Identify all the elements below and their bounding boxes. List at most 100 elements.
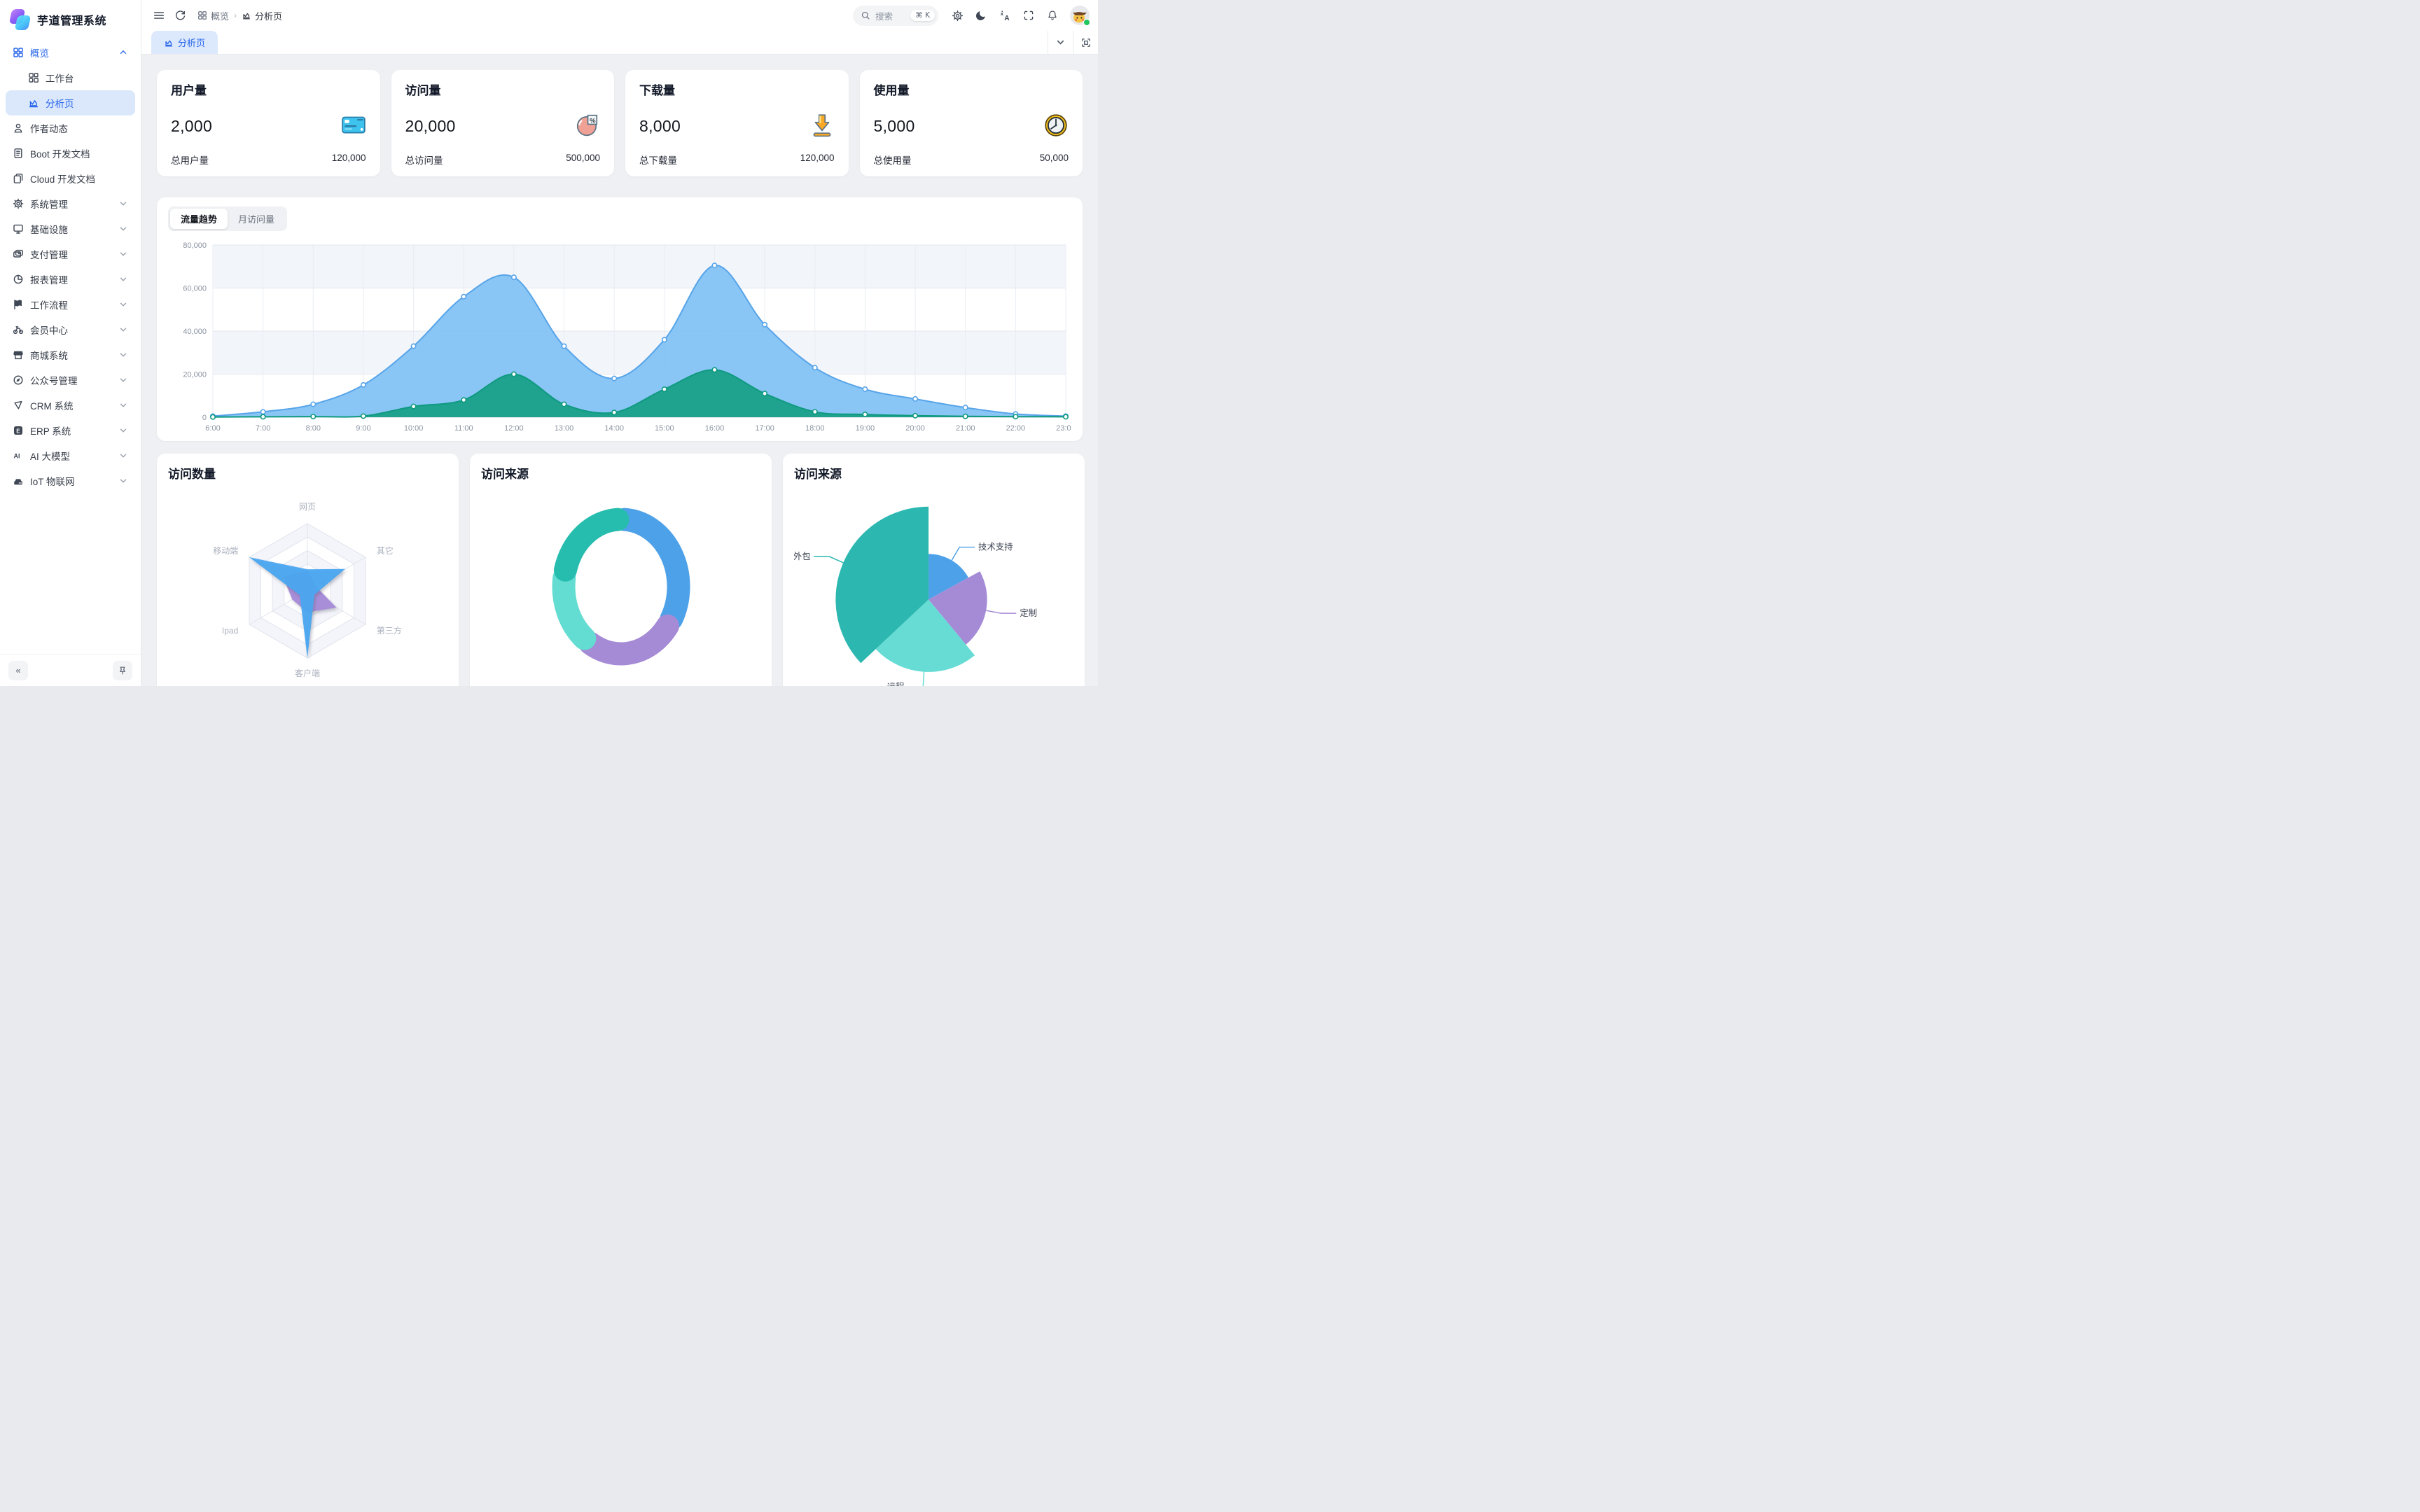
svg-text:20,000: 20,000 — [183, 371, 207, 379]
stat-footer-value: 120,000 — [331, 153, 366, 163]
pie-slice-label: 定制 — [1020, 608, 1037, 618]
documents-icon — [13, 174, 23, 183]
download-icon — [813, 114, 830, 137]
stat-title: 下载量 — [639, 84, 675, 97]
sidebar-item-boot-docs[interactable]: Boot 开发文档 — [6, 141, 135, 166]
svg-text:21:00: 21:00 — [956, 424, 975, 433]
svg-text:12:00: 12:00 — [504, 424, 524, 433]
dashboard-grid-icon — [198, 11, 207, 20]
chevron-down-icon — [120, 202, 127, 206]
stat-footer-label: 总用户量 — [171, 155, 209, 166]
stat-footer: 总访问量 500,000 — [405, 153, 601, 167]
gear-icon — [13, 198, 24, 209]
svg-text:E: E — [16, 427, 20, 434]
tab-list-dropdown-button[interactable] — [1048, 31, 1073, 54]
svg-text:22:00: 22:00 — [1006, 424, 1026, 433]
search-shortcut-badge: ⌘ K — [910, 10, 935, 21]
svg-text:移动端: 移动端 — [213, 546, 238, 556]
svg-text:15:00: 15:00 — [655, 424, 674, 433]
svg-text:AI: AI — [14, 453, 20, 460]
search-icon — [861, 11, 870, 20]
translate-icon: xA — [1000, 10, 1010, 22]
sidebar-item-workbench[interactable]: 工作台 — [6, 65, 135, 90]
stat-value: 5,000 — [873, 117, 915, 135]
crm-triangle-icon — [14, 400, 22, 410]
stat-card-1: 用户量 2,000 总用户量 120,000 — [157, 70, 380, 176]
tabbar-actions — [1048, 31, 1098, 54]
sidebar-item-mall-system[interactable]: 商城系统 — [6, 342, 135, 368]
search-box[interactable]: 搜索 ⌘ K — [853, 5, 938, 26]
payment-icon — [13, 249, 23, 258]
content-maximize-button[interactable] — [1073, 31, 1098, 54]
sidebar-item-analysis[interactable]: 分析页 — [6, 90, 135, 115]
sidebar-item-payment-management[interactable]: 支付管理 — [6, 241, 135, 267]
svg-text:10:00: 10:00 — [404, 424, 424, 433]
svg-text:11:00: 11:00 — [454, 424, 473, 433]
stat-footer-label: 总使用量 — [873, 155, 912, 166]
sidebar-item-label: CRM 系统 — [30, 401, 74, 412]
sidebar-item-label: AI 大模型 — [30, 451, 71, 462]
compass-icon — [13, 375, 23, 385]
bicycle-icon — [13, 326, 24, 335]
svg-text:13:00: 13:00 — [555, 424, 574, 433]
notifications-button[interactable] — [1042, 5, 1063, 26]
stat-footer: 总使用量 50,000 — [874, 153, 1069, 167]
collapse-chevrons-icon: « — [15, 665, 21, 676]
sidebar-item-label: 作者动态 — [30, 124, 68, 134]
breadcrumb-item-overview[interactable]: 概览 — [197, 9, 229, 22]
source-rose-card: 访问来源 技术支持定制远程 外包 — [783, 454, 1085, 686]
breadcrumb-item-analysis[interactable]: 分析页 — [242, 9, 282, 22]
logo[interactable]: 芋道管理系统 — [0, 0, 141, 37]
sidebar-item-label: 报表管理 — [30, 275, 68, 286]
sidebar-item-iot[interactable]: IoT 物联网 — [6, 468, 135, 493]
sidebar-item-crm-system[interactable]: CRM 系统 — [6, 393, 135, 418]
stat-cards-row: 用户量 2,000 总用户量 120,000 访问量 20,000% 总访问量 500,000… — [157, 70, 1083, 176]
sidebar-item-label: Boot 开发文档 — [30, 149, 90, 160]
sidebar-item-infrastructure[interactable]: 基础设施 — [6, 216, 135, 241]
segment-monthly-visits[interactable]: 月访问量 — [228, 209, 285, 229]
sidebar-pin-button[interactable] — [113, 660, 132, 680]
online-status-dot — [1083, 19, 1090, 26]
sidebar-item-overview[interactable]: 概览 — [6, 40, 135, 65]
sidebar-collapse-button[interactable]: « — [8, 660, 28, 680]
svg-text:14:00: 14:00 — [604, 424, 624, 433]
sidebar-item-official-account[interactable]: 公众号管理 — [6, 368, 135, 393]
stat-card-3: 下载量 8,000 总下载量 120,000 — [625, 70, 849, 176]
document-icon — [14, 148, 22, 158]
tab-analysis[interactable]: 分析页 — [151, 31, 218, 54]
sidebar-item-system-management[interactable]: 系统管理 — [6, 191, 135, 216]
donut-chart — [552, 507, 690, 666]
iot-device-icon — [14, 479, 22, 485]
svg-text:x: x — [1000, 10, 1003, 17]
sidebar-item-ai-model[interactable]: AI AI 大模型 — [6, 443, 135, 468]
sidebar-item-member-center[interactable]: 会员中心 — [6, 317, 135, 342]
stat-footer-value: 120,000 — [800, 153, 835, 163]
clock-icon — [1045, 114, 1067, 136]
fullscreen-button[interactable] — [1018, 5, 1039, 26]
sidebar-item-label: IoT 物联网 — [30, 477, 75, 487]
workbench-icon — [29, 73, 39, 83]
hamburger-icon — [153, 12, 165, 19]
svg-text:40,000: 40,000 — [183, 328, 207, 336]
sidebar-item-author-news[interactable]: 作者动态 — [6, 115, 135, 141]
chevron-down-icon — [120, 479, 127, 483]
pie-slice-label: 技术支持 — [978, 542, 1013, 552]
sidebar-item-report-management[interactable]: 报表管理 — [6, 267, 135, 292]
avatar[interactable] — [1070, 6, 1090, 26]
sidebar-item-erp-system[interactable]: E ERP 系统 — [6, 418, 135, 443]
theme-toggle-button[interactable] — [971, 5, 992, 26]
sidebar-item-label: 工作流程 — [30, 300, 68, 311]
segment-traffic-trend[interactable]: 流量趋势 — [170, 209, 228, 229]
moon-icon — [975, 11, 985, 21]
sidebar-item-workflow[interactable]: 工作流程 — [6, 292, 135, 317]
settings-button[interactable] — [947, 5, 968, 26]
menu-toggle-button[interactable] — [148, 5, 169, 26]
refresh-button[interactable] — [169, 5, 190, 26]
screen: 芋道管理系统 概览 工作台 分析页 作者动态 Boot 开发文档 Cloud 开发文档 系统… — [0, 0, 1098, 686]
sidebar-item-cloud-docs[interactable]: Cloud 开发文档 — [6, 166, 135, 191]
svg-text:60,000: 60,000 — [183, 285, 207, 293]
sidebar-item-label: 公众号管理 — [30, 376, 78, 386]
